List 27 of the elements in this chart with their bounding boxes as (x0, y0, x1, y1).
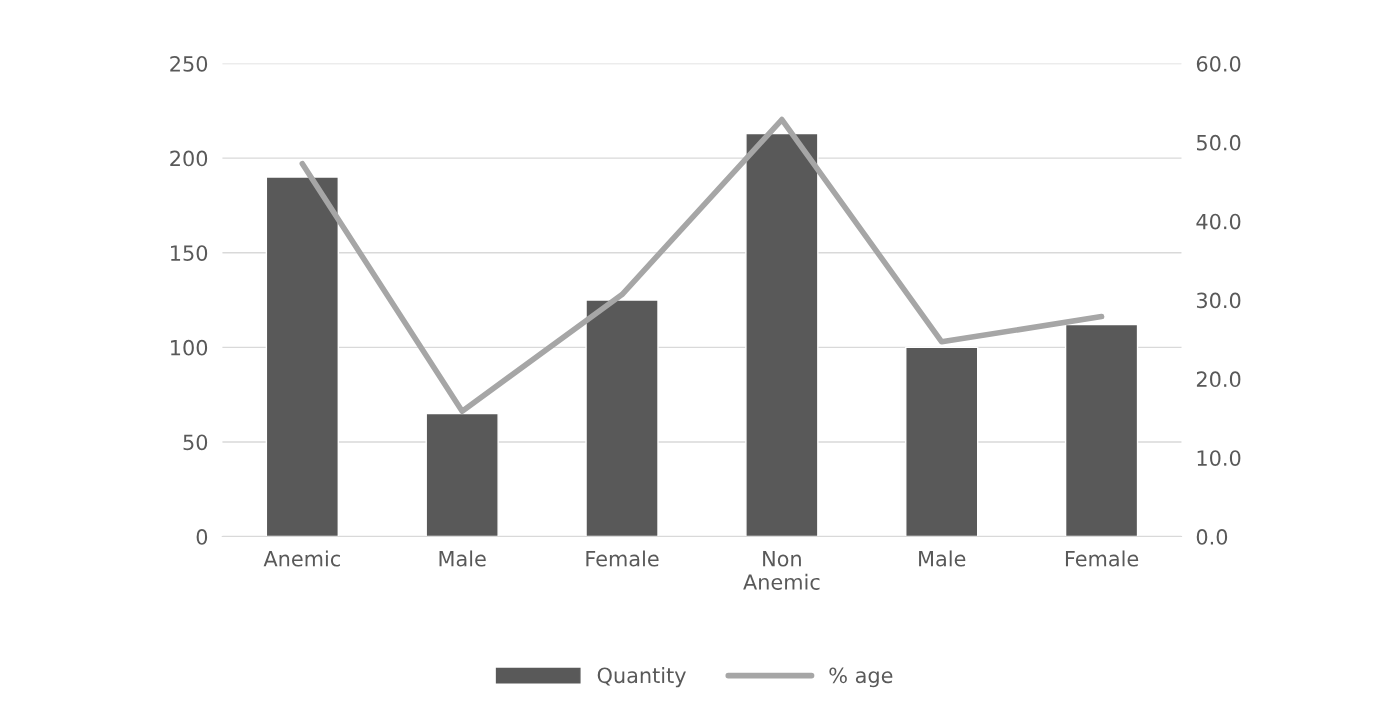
x-tick-label: Non Anemic (743, 551, 820, 590)
bar (745, 132, 819, 537)
x-tick-label: Male (919, 550, 966, 567)
y2-tick-label: 50.0 (1197, 134, 1241, 151)
y2-tick-label: 60.0 (1196, 55, 1241, 72)
legend-label: Quantity (597, 667, 686, 688)
bar (905, 346, 979, 537)
bar (425, 412, 499, 537)
y-tick-label: 50 (183, 434, 208, 451)
y2-tick-label: 20.0 (1196, 371, 1241, 388)
y-tick-label: 250 (170, 55, 208, 72)
x-tick-label: Male (439, 550, 486, 567)
bar (585, 299, 659, 537)
y2-tick-label: 40.0 (1196, 213, 1241, 230)
bar (265, 176, 339, 537)
y-tick-label: 0 (196, 529, 208, 545)
legend-label: % age (829, 667, 893, 688)
y2-tick-label: 0.0 (1196, 529, 1228, 545)
y-tick-label: 200 (170, 150, 208, 167)
y-tick-label: 100 (171, 339, 208, 356)
bar (1064, 323, 1139, 537)
y2-tick-label: 30.0 (1196, 292, 1241, 309)
x-tick-label: Female (1065, 550, 1139, 567)
y-tick-label: 150 (171, 245, 208, 261)
x-tick-label: Female (586, 550, 659, 567)
x-tick-label: Anemic (263, 550, 340, 567)
y2-tick-label: 10.0 (1197, 450, 1241, 466)
